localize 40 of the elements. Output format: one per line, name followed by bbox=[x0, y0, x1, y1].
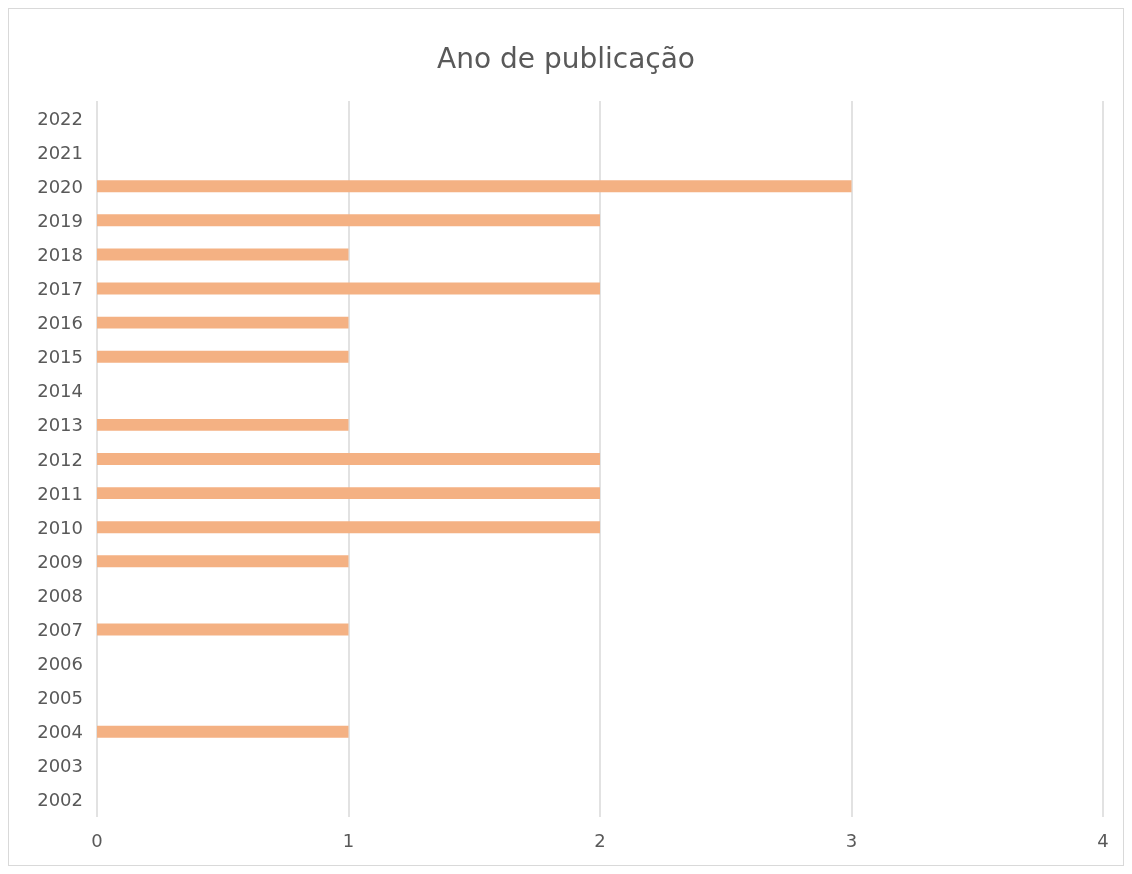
y-tick-label: 2016 bbox=[37, 312, 83, 334]
chart-title: Ano de publicação bbox=[437, 41, 695, 75]
bar bbox=[97, 282, 600, 295]
y-tick-label: 2014 bbox=[37, 380, 83, 402]
bar bbox=[97, 487, 600, 500]
x-tick-label: 3 bbox=[845, 829, 858, 851]
y-tick-label: 2019 bbox=[37, 209, 83, 231]
bar bbox=[97, 248, 349, 261]
x-tick-label: 2 bbox=[594, 829, 606, 851]
y-tick-label: 2015 bbox=[37, 346, 83, 368]
x-tick-label: 0 bbox=[91, 829, 103, 851]
y-tick-label: 2007 bbox=[37, 618, 83, 640]
bar bbox=[97, 316, 349, 329]
y-tick-label: 2017 bbox=[37, 278, 83, 300]
y-tick-label: 2020 bbox=[37, 175, 83, 197]
y-tick-label: 2018 bbox=[37, 243, 83, 265]
y-tick-label: 2002 bbox=[37, 789, 83, 811]
x-tick-label: 1 bbox=[342, 829, 355, 851]
bar bbox=[97, 555, 349, 568]
x-tick-label: 4 bbox=[1097, 829, 1109, 851]
y-tick-label: 2006 bbox=[37, 653, 83, 675]
y-tick-label: 2010 bbox=[37, 516, 83, 538]
bar bbox=[97, 453, 600, 465]
bar bbox=[97, 418, 349, 431]
bar bbox=[97, 350, 349, 363]
y-tick-label: 2003 bbox=[37, 755, 83, 777]
y-tick-label: 2005 bbox=[37, 687, 83, 709]
bar bbox=[97, 214, 600, 227]
bar bbox=[97, 725, 349, 738]
bar bbox=[97, 521, 600, 534]
bar bbox=[97, 623, 349, 636]
y-tick-label: 2011 bbox=[37, 482, 83, 504]
y-tick-label: 2004 bbox=[37, 721, 83, 743]
y-tick-label: 2009 bbox=[37, 550, 83, 572]
bar bbox=[97, 180, 852, 193]
y-tick-label: 2021 bbox=[37, 141, 83, 163]
y-tick-label: 2013 bbox=[37, 414, 83, 436]
y-tick-label: 2012 bbox=[37, 448, 83, 470]
y-tick-label: 2022 bbox=[37, 107, 83, 129]
y-tick-label: 2008 bbox=[37, 584, 83, 606]
